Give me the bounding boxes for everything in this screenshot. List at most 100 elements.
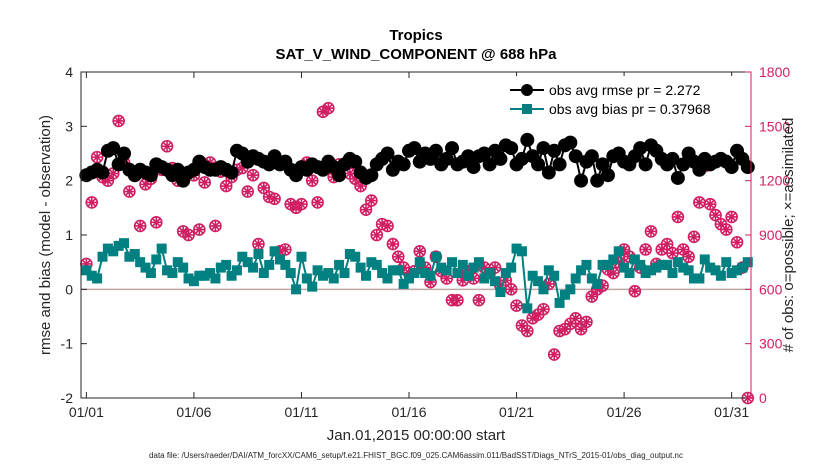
obs-assimilated-point: [726, 211, 738, 223]
rmse-point: [461, 149, 476, 164]
bias-point: [538, 284, 549, 295]
obs-assimilated-point: [247, 169, 259, 181]
rmse-point: [143, 168, 158, 183]
x-tick-label: 01/21: [499, 404, 534, 420]
bias-point: [533, 276, 544, 287]
obs-assimilated-point: [102, 175, 114, 187]
bias-point: [328, 273, 339, 284]
bias-point: [608, 254, 619, 265]
obs-assimilated-point: [355, 180, 367, 192]
y-tick-label: 1: [65, 227, 73, 243]
bias-point: [576, 265, 587, 276]
obs-assimilated-point: [344, 167, 356, 179]
bias-point: [135, 257, 146, 268]
bias-point: [188, 276, 199, 287]
rmse-point: [574, 173, 589, 188]
bias-point: [377, 268, 388, 279]
bias-point: [215, 262, 226, 273]
bias-point: [721, 257, 732, 268]
legend: obs avg rmse pr = 2.272 obs avg bias pr …: [505, 76, 749, 120]
obs-assimilated-point: [532, 309, 544, 321]
obs-assimilated-point: [666, 247, 678, 259]
obs-assimilated-point: [306, 175, 318, 187]
legend-bias-label: obs avg bias pr = 0.37968: [549, 101, 711, 117]
obs-assimilated-point: [312, 196, 324, 208]
obs-assimilated-point: [468, 272, 480, 284]
legend-box: [505, 76, 749, 120]
bias-point: [387, 265, 398, 276]
bias-point: [86, 270, 97, 281]
rmse-point: [595, 157, 610, 172]
bias-point: [323, 268, 334, 279]
bias-point: [382, 273, 393, 284]
obs-assimilated-point: [209, 220, 221, 232]
bias-point: [172, 257, 183, 268]
bias-point: [457, 259, 468, 270]
bias-point: [81, 265, 92, 276]
bias-point: [237, 251, 248, 262]
obs-assimilated-point: [591, 283, 603, 295]
bias-point: [522, 303, 533, 314]
obs-assimilated-point: [645, 225, 657, 237]
bias-point: [506, 262, 517, 273]
obs-assimilated-point: [290, 202, 302, 214]
bias-point: [264, 259, 275, 270]
bias-point: [629, 254, 640, 265]
obs-assimilated-point: [91, 151, 103, 163]
rmse-point: [692, 162, 707, 177]
legend-rmse-label: obs avg rmse pr = 2.272: [549, 82, 701, 98]
rmse-point: [584, 149, 599, 164]
bias-point: [178, 262, 189, 273]
bias-point: [242, 257, 253, 268]
bias-point: [468, 262, 479, 273]
obs-assimilated-point: [720, 224, 732, 236]
obs-assimilated-point: [140, 178, 152, 190]
bias-point: [554, 297, 565, 308]
bias-point: [726, 268, 737, 279]
y-axis-label: rmse and bias (model - observation): [37, 115, 54, 355]
obs-assimilated-point: [500, 274, 512, 286]
bias-point: [183, 273, 194, 284]
obs-assimilated-point: [623, 251, 635, 263]
bias-point: [194, 270, 205, 281]
obs-assimilated-point: [177, 225, 189, 237]
bias-point: [645, 265, 656, 276]
bias-point: [597, 259, 608, 270]
rmse-point: [445, 141, 460, 156]
rmse-point: [514, 151, 529, 166]
rmse-point: [633, 141, 648, 156]
bias-point: [129, 249, 140, 260]
y2-tick-label: 600: [759, 281, 783, 297]
bias-point: [296, 251, 307, 262]
bias-point: [651, 262, 662, 273]
x-tick-label: 01/31: [714, 404, 749, 420]
bias-point: [602, 259, 613, 270]
bias-point: [350, 251, 361, 262]
bias-point: [291, 284, 302, 295]
bias-point: [565, 284, 576, 295]
obs-assimilated-point: [597, 280, 609, 292]
y2-tick-label: 1200: [759, 173, 790, 189]
bias-point: [742, 257, 753, 268]
rmse-point: [106, 141, 121, 156]
bias-point: [624, 268, 635, 279]
bias-point: [162, 265, 173, 276]
bias-point: [404, 273, 415, 284]
bias-point: [710, 265, 721, 276]
bias-point: [274, 254, 285, 265]
bias-point: [549, 270, 560, 281]
obs-assimilated-point: [220, 180, 232, 192]
bias-point: [210, 273, 221, 284]
obs-assimilated-point: [489, 262, 501, 274]
obs-assimilated-point: [457, 274, 469, 286]
obs-assimilated-point: [570, 312, 582, 324]
bias-point: [737, 262, 748, 273]
legend-rmse-marker: [521, 84, 533, 96]
obs-assimilated-point: [365, 195, 377, 207]
bias-point: [732, 265, 743, 276]
x-tick-label: 01/11: [284, 404, 318, 420]
bias-point: [452, 268, 463, 279]
bias-point: [371, 259, 382, 270]
obs-assimilated-point: [242, 186, 254, 198]
legend-bias-marker: [522, 104, 532, 114]
